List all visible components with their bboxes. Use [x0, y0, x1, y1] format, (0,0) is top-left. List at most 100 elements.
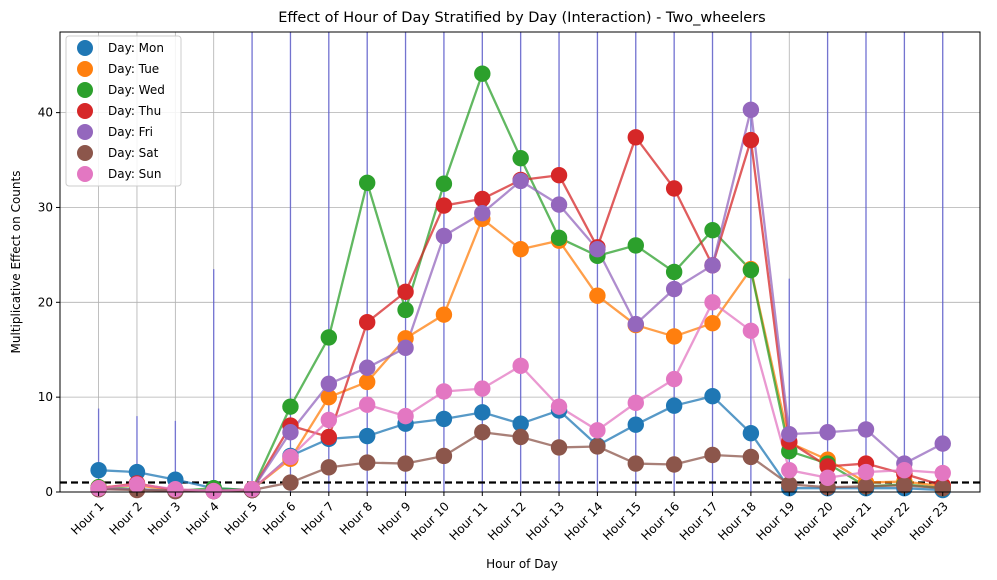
data-point [665, 263, 683, 281]
y-tick-label: 30 [38, 200, 53, 214]
data-point [742, 261, 760, 279]
data-point [819, 469, 836, 486]
data-point [474, 380, 491, 397]
data-point [90, 461, 107, 479]
legend-label: Day: Tue [108, 62, 159, 76]
data-point [435, 410, 453, 428]
data-point [435, 197, 453, 214]
data-point [550, 398, 568, 415]
data-point [358, 454, 376, 471]
data-point [512, 415, 529, 432]
y-tick-label: 0 [45, 485, 53, 499]
y-tick-label: 10 [38, 390, 53, 404]
data-point [550, 439, 568, 456]
data-point [435, 383, 453, 400]
data-point [435, 175, 453, 192]
chart-title: Effect of Hour of Day Stratified by Day … [278, 10, 765, 26]
data-point [320, 411, 338, 429]
data-point [665, 456, 683, 473]
data-point [665, 180, 683, 197]
data-point [857, 478, 875, 495]
legend-label: Day: Fri [108, 125, 153, 139]
data-point [397, 301, 414, 319]
data-point [512, 172, 529, 190]
data-point [589, 438, 606, 455]
data-point [167, 480, 184, 498]
legend-marker [77, 103, 93, 119]
data-point [896, 461, 913, 479]
data-point [474, 204, 491, 222]
legend-label: Day: Wed [108, 83, 165, 97]
data-point [627, 315, 644, 333]
data-point [934, 464, 951, 482]
data-point [358, 427, 376, 445]
data-point [550, 196, 568, 213]
data-point [704, 446, 721, 464]
data-point [358, 174, 376, 192]
data-point [282, 424, 299, 441]
data-point [320, 459, 338, 476]
data-point [320, 428, 338, 446]
data-point [512, 428, 529, 446]
data-point [243, 480, 261, 498]
legend-box [65, 35, 182, 187]
legend-label: Day: Sat [108, 146, 159, 160]
data-point [358, 396, 376, 413]
data-point [435, 447, 453, 465]
data-point [781, 476, 798, 493]
y-tick-label: 20 [38, 295, 53, 309]
data-point [282, 448, 299, 466]
data-point [589, 240, 606, 258]
y-axis-label: Multiplicative Effect on Counts [9, 171, 23, 354]
data-point [512, 149, 529, 167]
legend-marker [77, 124, 93, 140]
data-point [627, 394, 644, 412]
data-point [627, 416, 644, 433]
data-point [704, 257, 721, 274]
data-point [819, 458, 836, 475]
data-point [435, 306, 453, 323]
data-point [397, 407, 414, 425]
data-point [857, 463, 875, 481]
data-point [282, 398, 299, 415]
data-point [358, 359, 376, 376]
y-tick-label: 40 [38, 106, 53, 120]
data-point [435, 227, 453, 245]
legend-marker [77, 166, 93, 182]
data-point [704, 314, 721, 332]
data-point [128, 463, 146, 481]
data-point [896, 477, 913, 494]
legend-label: Day: Thu [108, 104, 161, 118]
data-point [589, 422, 606, 439]
legend-marker [77, 82, 93, 98]
data-point [665, 397, 683, 414]
data-point [857, 421, 875, 438]
data-point [320, 388, 338, 406]
data-point [627, 455, 644, 472]
data-point [550, 229, 568, 247]
data-point [819, 424, 836, 441]
data-point [128, 476, 146, 493]
data-point [397, 455, 414, 472]
data-point [742, 322, 760, 339]
data-point [665, 370, 683, 388]
data-point [320, 329, 338, 346]
axes-frame [59, 31, 981, 493]
x-axis-label: Hour of Day [486, 557, 558, 571]
data-point [704, 388, 721, 405]
data-point [474, 190, 491, 208]
data-point [627, 129, 644, 146]
data-point [742, 101, 760, 118]
data-point [474, 404, 491, 421]
legend-label: Day: Sun [108, 167, 162, 181]
data-point [474, 424, 491, 441]
data-point [589, 287, 606, 304]
legend: Day: Mon Day: Tue Day: Wed Day: Thu Day: Fri… [65, 35, 182, 187]
data-point [781, 425, 798, 443]
data-point [742, 448, 760, 466]
data-point [665, 328, 683, 345]
data-point [320, 375, 338, 393]
data-point [205, 482, 222, 500]
data-point [358, 314, 376, 331]
